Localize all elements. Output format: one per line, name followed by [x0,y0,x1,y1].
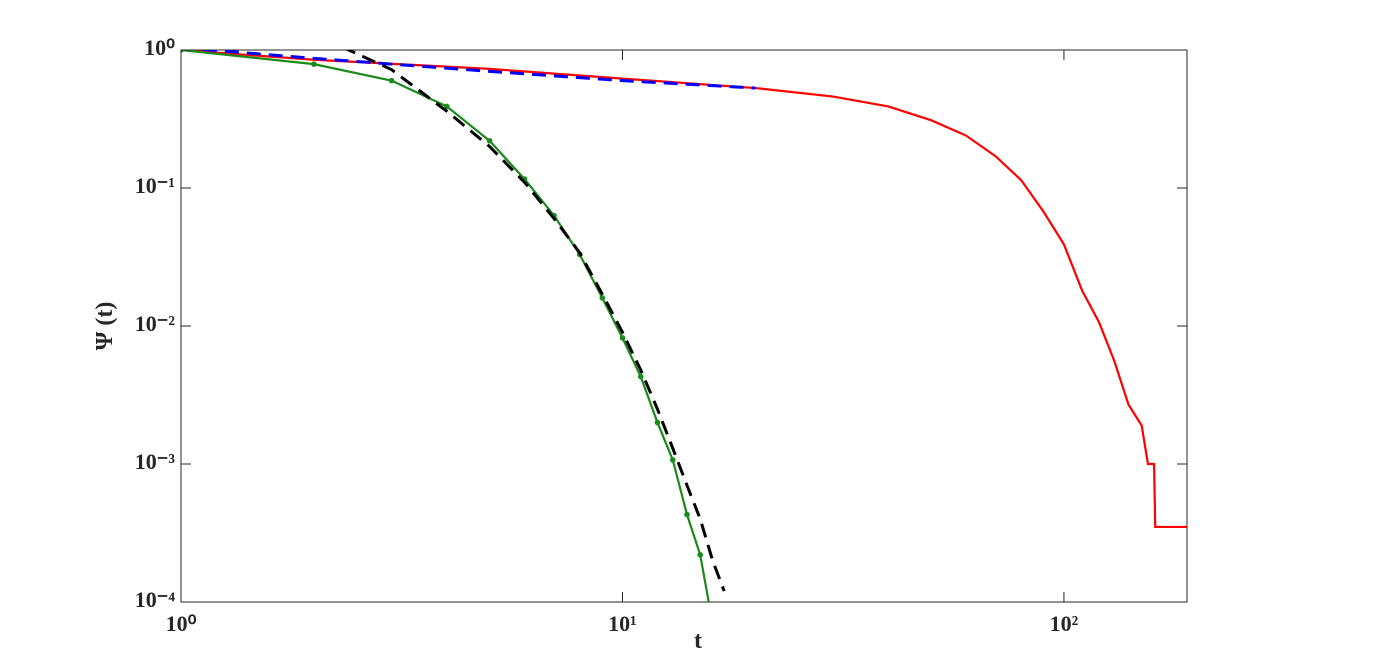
series-marker [181,50,184,53]
y-tick-label: 10⁻³ [135,449,176,474]
series-marker [599,295,606,301]
x-axis-label: t [694,628,702,654]
series-marker [486,137,493,144]
x-tick-label: 10² [1050,611,1079,636]
series-marker [311,61,317,67]
series-marker [684,511,690,518]
series-marker [654,419,661,426]
series-marker [637,373,644,380]
series-marker [443,103,450,110]
y-tick-label: 10⁻⁴ [135,587,176,612]
plot-frame [180,49,1188,603]
y-tick-label: 10⁻¹ [135,173,175,198]
series-marker [619,335,626,341]
y-tick-label: 10⁻² [135,311,176,336]
series-marker [669,457,676,463]
series-line [181,50,710,602]
plot-area [181,50,1187,627]
series-marker [710,621,716,627]
x-tick-label: 10¹ [608,611,637,636]
series-line [345,50,726,592]
series-line [191,50,756,90]
series-marker [388,77,395,84]
y-axis-label: Ψ (t) [92,302,118,351]
series-marker [697,551,704,558]
x-tick-label: 10⁰ [166,611,197,636]
y-tick-label: 10⁰ [144,35,175,60]
